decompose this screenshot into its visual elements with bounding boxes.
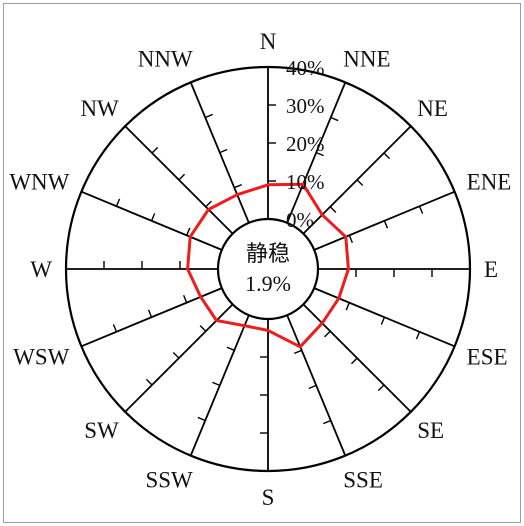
direction-label-n: N: [260, 29, 277, 54]
tick-sse-10: [294, 349, 302, 355]
tick-ene-10: [348, 235, 354, 243]
wind-frequency-series: [186, 182, 350, 349]
tick-label-20pct: 20%: [286, 132, 325, 156]
direction-label-nw: NW: [80, 96, 119, 121]
tick-nnw-30: [204, 113, 213, 119]
tick-se-20: [350, 357, 358, 365]
wind-rose-chart: 静稳 1.9% 0%10%20%30%40% NNNENEENEEESESESS…: [9, 29, 511, 510]
tick-wsw-30: [112, 324, 118, 333]
direction-label-ssw: SSW: [145, 468, 193, 493]
direction-label-sse: SSE: [343, 468, 383, 493]
tick-nw-30: [151, 146, 159, 154]
direction-label-s: S: [262, 485, 275, 510]
calm-circle: [216, 217, 320, 321]
direction-label-ese: ESE: [467, 344, 508, 369]
tick-label-10pct: 10%: [286, 170, 325, 194]
direction-label-sw: SW: [84, 418, 119, 443]
direction-label-se: SE: [417, 418, 444, 443]
direction-label-ne: NE: [417, 96, 448, 121]
tick-nw-20: [178, 173, 186, 181]
direction-label-nne: NNE: [343, 46, 390, 71]
tick-wsw-20: [147, 309, 153, 318]
tick-ese-30: [415, 331, 421, 340]
tick-nne-20: [315, 151, 324, 157]
tick-ssw-20: [212, 381, 221, 387]
chart-frame: 静稳 1.9% 0% 10% 20% 30% 40% N NNE NE ENE E ESE SE SS…: [3, 3, 521, 523]
direction-labels: N NNE NE ENE E ESE SE SSE S SSW SW WSW W WNW NW NNW: [9, 29, 511, 510]
tick-sw-10: [199, 325, 207, 332]
tick-ese-20: [380, 316, 386, 325]
tick-ese-10: [345, 302, 350, 311]
direction-label-wsw: WSW: [13, 344, 70, 369]
tick-label-40pct: 40%: [286, 56, 325, 80]
tick-se-30: [377, 384, 385, 392]
calm-value: 1.9%: [245, 271, 291, 296]
spoke-wsw: [81, 287, 223, 348]
tick-sse-20: [308, 384, 317, 390]
direction-label-ene: ENE: [467, 170, 512, 195]
spoke-sse: [286, 314, 347, 456]
tick-ne-30: [383, 152, 391, 160]
tick-wnw-30: [115, 198, 121, 207]
tick-label-0pct: 0%: [286, 208, 314, 232]
tick-nne-30: [330, 116, 339, 122]
tick-ssw-10: [226, 346, 235, 351]
tick-nnw-20: [219, 148, 228, 154]
tick-ssw-30: [197, 416, 206, 422]
direction-label-w: W: [30, 257, 52, 282]
radial-tick-labels: 0% 10% 20% 30% 40%: [286, 56, 325, 232]
tick-se-10: [324, 330, 331, 338]
tick-wsw-10: [182, 295, 188, 303]
outer-circle: [64, 65, 472, 473]
direction-label-wnw: WNW: [9, 170, 69, 195]
tick-label-30pct: 30%: [286, 94, 325, 118]
tick-ne-10: [329, 206, 337, 213]
tick-ene-30: [418, 205, 424, 214]
tick-ne-20: [356, 179, 364, 187]
tick-ene-20: [383, 220, 389, 229]
tick-sw-20: [172, 351, 180, 359]
tick-wnw-10: [186, 227, 191, 236]
tick-wnw-20: [150, 213, 156, 222]
direction-label-e: E: [484, 257, 498, 282]
tick-sse-30: [323, 419, 332, 425]
tick-nw-10: [205, 200, 212, 208]
direction-label-nnw: NNW: [138, 46, 193, 71]
tick-sw-30: [145, 378, 153, 386]
radial-ticks: [65, 66, 471, 472]
tick-nnw-10: [234, 183, 242, 189]
calm-label: 静稳: [246, 241, 290, 266]
